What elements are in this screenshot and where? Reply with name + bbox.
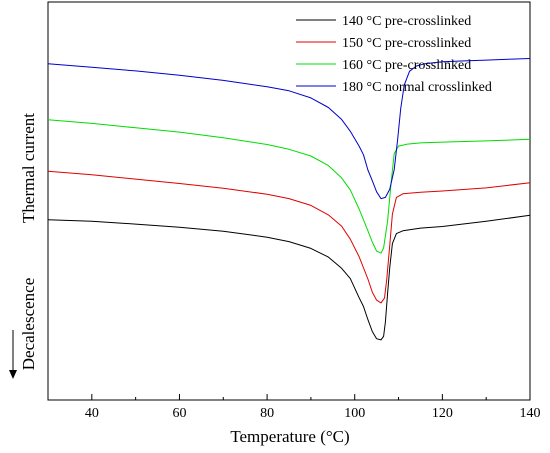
series-line-4 [47,58,531,200]
x-tick-label: 60 [172,406,186,421]
legend-label-2: 150 °C pre-crosslinked [342,36,471,51]
x-tick-label: 140 [520,406,541,421]
decalescence-indicator: Decalescence [9,278,38,379]
x-tick-label: 80 [260,406,274,421]
series-line-2 [47,170,531,304]
series-line-1 [47,214,531,341]
x-ticks: 40 60 80 100 120 140 [47,394,541,421]
decalescence-label: Decalescence [19,278,38,370]
legend-label-3: 160 °C pre-crosslinked [342,58,471,73]
series-line-3 [47,119,531,254]
legend-label-4: 180 °C normal crosslinked [342,80,492,95]
x-tick-label: 100 [344,406,365,421]
series-layer [47,58,531,341]
x-tick-label: 40 [85,406,99,421]
x-axis-title: Temperature (°C) [230,427,349,446]
x-tick-label: 120 [432,406,453,421]
plot-area-frame [47,1,531,401]
decalescence-arrow-head-icon [9,370,17,379]
legend: 140 °C pre-crosslinked 150 °C pre-crossli… [296,14,492,95]
legend-label-1: 140 °C pre-crosslinked [342,14,471,29]
y-axis-title: Thermal current [19,113,38,223]
